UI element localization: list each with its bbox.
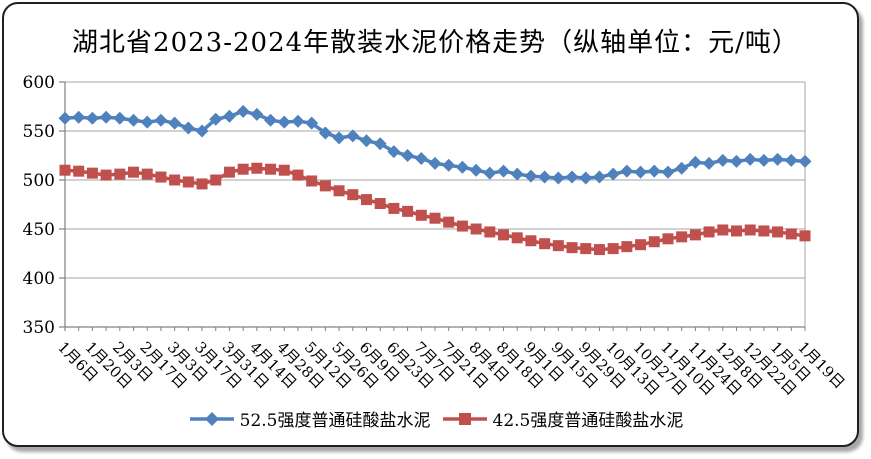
svg-text:400: 400 (23, 269, 55, 289)
svg-text:500: 500 (23, 171, 55, 191)
chart-title: 湖北省2023-2024年散装水泥价格走势（纵轴单位：元/吨） (72, 28, 799, 58)
svg-text:550: 550 (23, 122, 55, 142)
svg-text:600: 600 (23, 73, 55, 93)
svg-text:450: 450 (23, 220, 55, 240)
svg-text:350: 350 (23, 318, 55, 338)
legend-item-42-5: 42.5强度普通硅酸盐水泥 (441, 406, 684, 431)
legend-label-52-5: 52.5强度普通硅酸盐水泥 (239, 411, 431, 431)
legend-diamond-marker-icon (189, 411, 234, 426)
legend-square-marker-icon (442, 412, 487, 425)
chart-frame (2, 2, 859, 447)
legend: 52.5强度普通硅酸盐水泥 42.5强度普通硅酸盐水泥 (0, 406, 871, 431)
legend-item-52-5: 52.5强度普通硅酸盐水泥 (188, 406, 431, 431)
legend-label-42-5: 42.5强度普通硅酸盐水泥 (492, 411, 684, 431)
